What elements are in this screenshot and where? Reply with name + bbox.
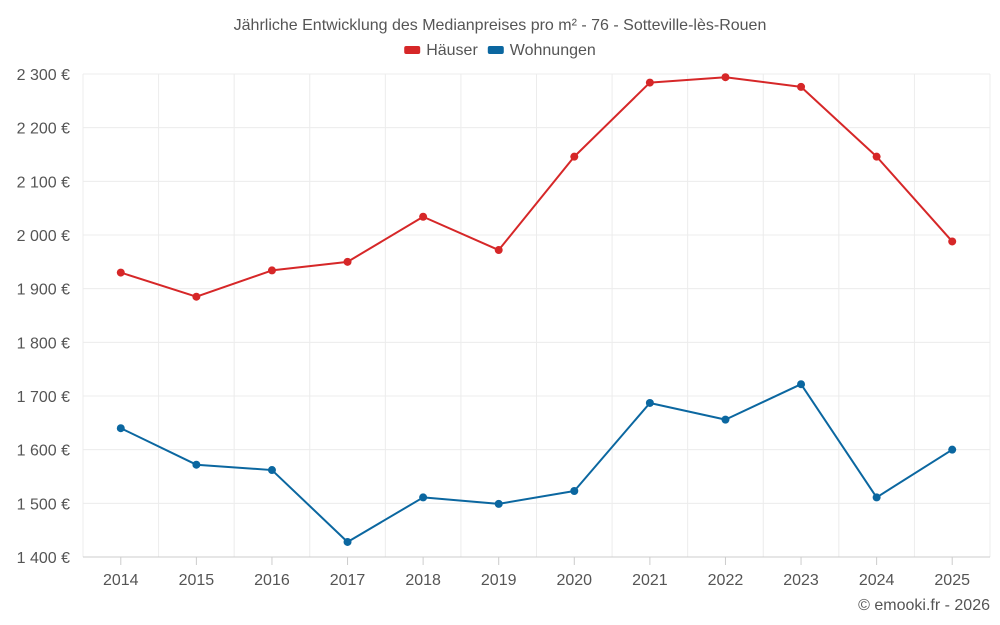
x-tick-label: 2016 — [254, 572, 290, 589]
data-point[interactable] — [419, 212, 428, 221]
x-tick-label: 2020 — [556, 572, 592, 589]
legend-swatch — [404, 46, 421, 54]
y-tick-label: 1 700 € — [17, 389, 70, 406]
x-tick-label: 2022 — [708, 572, 744, 589]
y-tick-label: 2 100 € — [17, 174, 70, 191]
data-point[interactable] — [797, 380, 806, 389]
chart-title: Jährliche Entwicklung des Medianpreises … — [234, 17, 767, 34]
legend-item[interactable]: Häuser — [404, 42, 478, 59]
x-tick-label: 2015 — [179, 572, 215, 589]
data-point[interactable] — [116, 268, 125, 277]
data-point[interactable] — [116, 424, 125, 433]
x-tick-label: 2014 — [103, 572, 139, 589]
x-tick-label: 2025 — [934, 572, 970, 589]
data-point[interactable] — [948, 445, 957, 454]
data-point[interactable] — [494, 246, 503, 255]
series-line — [120, 76, 953, 298]
data-point[interactable] — [721, 415, 730, 424]
data-point[interactable] — [192, 292, 201, 301]
x-tick-label: 2024 — [859, 572, 895, 589]
data-point[interactable] — [192, 460, 201, 469]
data-point[interactable] — [645, 398, 654, 407]
x-tick-label: 2018 — [405, 572, 441, 589]
legend-label: Wohnungen — [510, 42, 596, 59]
data-point[interactable] — [570, 486, 579, 495]
data-point[interactable] — [419, 493, 428, 502]
data-point[interactable] — [494, 499, 503, 508]
data-point[interactable] — [570, 152, 579, 161]
data-point[interactable] — [872, 493, 881, 502]
series-line — [120, 383, 953, 543]
y-tick-label: 1 600 € — [17, 443, 70, 460]
data-point[interactable] — [872, 152, 881, 161]
data-point[interactable] — [343, 257, 352, 266]
y-tick-label: 2 000 € — [17, 228, 70, 245]
x-tick-label: 2019 — [481, 572, 517, 589]
legend: Häuser Wohnungen — [404, 42, 596, 59]
data-point[interactable] — [267, 266, 276, 275]
data-point[interactable] — [645, 78, 654, 87]
y-tick-label: 1 800 € — [17, 335, 70, 352]
y-tick-label: 1 400 € — [17, 550, 70, 567]
credit-text: © emooki.fr - 2026 — [858, 597, 990, 614]
x-tick-label: 2021 — [632, 572, 668, 589]
y-tick-label: 1 900 € — [17, 282, 70, 299]
x-tick-label: 2023 — [783, 572, 819, 589]
y-tick-label: 1 500 € — [17, 496, 70, 513]
gridlines — [82, 73, 991, 557]
y-tick-label: 2 300 € — [17, 67, 70, 84]
data-point[interactable] — [343, 537, 352, 546]
x-tick-label: 2017 — [330, 572, 366, 589]
data-point[interactable] — [797, 82, 806, 91]
data-point[interactable] — [267, 466, 276, 475]
legend-item[interactable]: Wohnungen — [487, 42, 596, 59]
series-group — [116, 73, 957, 546]
legend-swatch — [487, 46, 504, 54]
series-1 — [116, 73, 957, 301]
data-point[interactable] — [721, 73, 730, 82]
x-axis: 2014 2015 2016 2017 2018 2019 2020 2021 2022 2023… — [83, 556, 990, 589]
y-tick-label: 2 200 € — [17, 121, 70, 138]
y-axis: 1 400 € 1 500 € 1 600 € 1 700 € 1 800 € 1 900… — [17, 67, 70, 567]
legend-label: Häuser — [426, 42, 478, 59]
data-point[interactable] — [948, 237, 957, 246]
series-2 — [116, 380, 957, 546]
